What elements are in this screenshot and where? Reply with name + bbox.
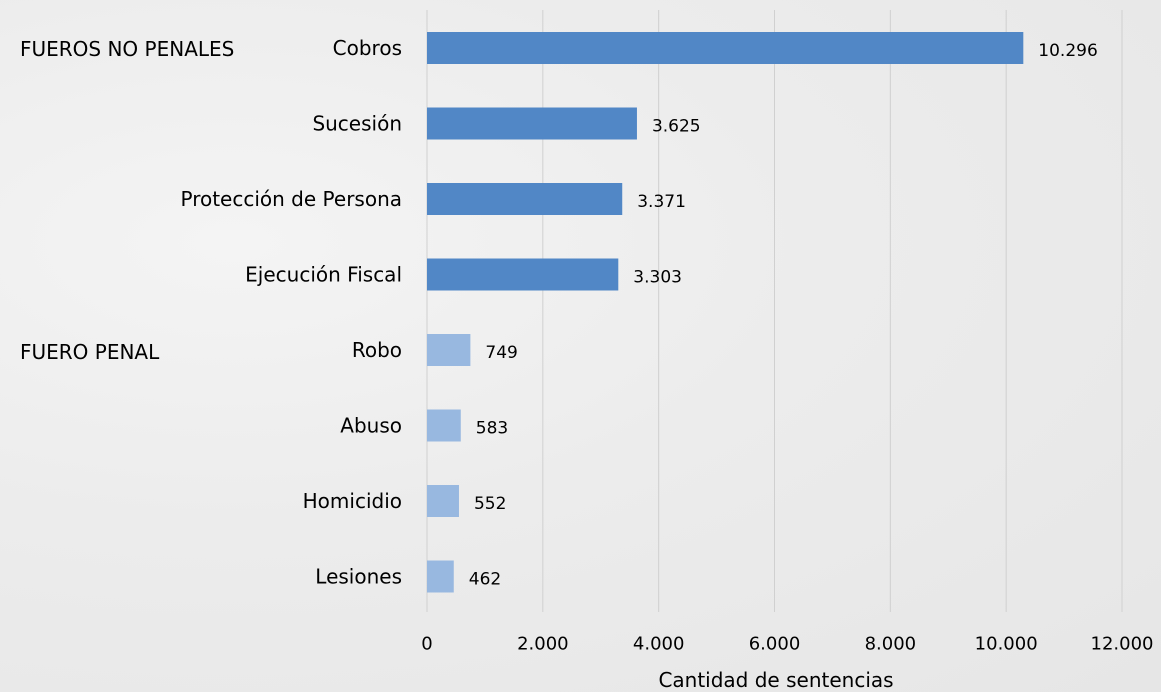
bar (427, 32, 1024, 64)
category-label: Abuso (340, 414, 402, 438)
category-label: Robo (352, 338, 402, 362)
data-label: 3.625 (652, 117, 701, 137)
bar (427, 258, 619, 291)
category-label: Ejecución Fiscal (245, 263, 402, 287)
bar (427, 107, 637, 140)
x-tick-label: 0 (421, 634, 432, 655)
data-label: 3.303 (633, 268, 682, 288)
data-label: 552 (474, 494, 506, 514)
bar (427, 485, 459, 517)
x-axis-title: Cantidad de sentencias (658, 668, 893, 692)
bar (427, 183, 623, 215)
data-label: 749 (485, 343, 517, 363)
x-tick-label: 6.000 (749, 634, 801, 655)
x-tick-label: 2.000 (517, 634, 569, 655)
x-tick-label: 10.000 (975, 634, 1038, 655)
x-tick-label: 4.000 (633, 634, 685, 655)
x-tick-label: 12.000 (1091, 634, 1154, 655)
category-label: Sucesión (312, 112, 402, 136)
category-label: Lesiones (315, 565, 402, 589)
category-label: Cobros (333, 36, 402, 60)
bar (427, 409, 461, 442)
category-label: Protección de Persona (180, 187, 402, 211)
data-label: 583 (476, 419, 508, 439)
group-label-penal: FUERO PENAL (20, 340, 160, 364)
category-label: Homicidio (303, 489, 402, 513)
data-label: 10.296 (1038, 41, 1097, 61)
group-label-non-penal: FUEROS NO PENALES (20, 37, 235, 61)
data-label: 462 (469, 570, 501, 590)
bar (427, 334, 471, 366)
x-tick-label: 8.000 (865, 634, 917, 655)
bar (427, 560, 454, 593)
data-label: 3.371 (637, 192, 686, 212)
